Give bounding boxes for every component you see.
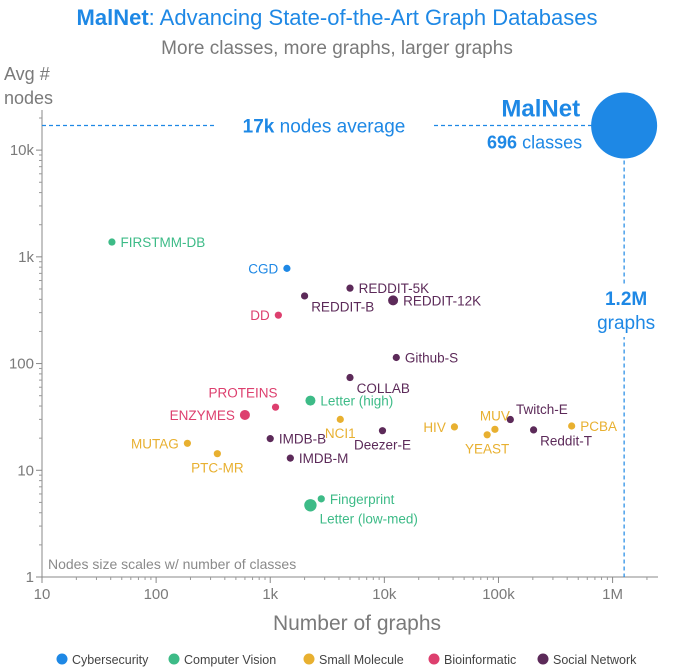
y-axis-label-line2: nodes [4, 88, 53, 108]
point-collab [346, 373, 354, 382]
point-label-muv: MUV [480, 409, 510, 424]
data-points: FIRSTMM-DB CGD REDDIT-5K REDDIT-B REDDIT-12K… [108, 235, 617, 526]
y-tick-label: 1k [18, 249, 34, 266]
legend: Cybersecurity Computer Vision Small Molecu… [56, 653, 637, 667]
legend-marker-social-network [537, 653, 549, 665]
y-tick-label: 10 [17, 462, 34, 479]
x-tick-label: 10 [34, 586, 51, 603]
legend-label-computer-vision: Computer Vision [184, 653, 276, 667]
y-tick-label: 100 [9, 356, 34, 373]
legend-label-cybersecurity: Cybersecurity [72, 653, 149, 667]
legend-label-small-molecule: Small Molecule [319, 653, 404, 667]
malnet-label: MalNet [501, 96, 580, 123]
nodes-annotation-bg [214, 113, 434, 138]
point-enzymes [239, 409, 250, 420]
point-label-fingerprint: Fingerprint [330, 492, 395, 507]
point-label-pcba: PCBA [580, 419, 617, 434]
nodes-average-annotation: 17k nodes average [243, 117, 406, 138]
point-label-letter-low-med: Letter (low-med) [320, 511, 418, 526]
point-label-cgd: CGD [248, 261, 278, 276]
x-tick-label: 1M [602, 586, 623, 603]
point-label-yeast: YEAST [465, 441, 509, 456]
point-label-reddit-5k: REDDIT-5K [359, 281, 430, 296]
x-tick-label: 100k [482, 586, 515, 603]
malnet-guides [42, 124, 625, 577]
legend-marker-small-molecule [303, 653, 315, 665]
point-malnet [591, 92, 658, 159]
size-note: Nodes size scales w/ number of classes [48, 556, 296, 572]
point-mutag [183, 439, 192, 447]
point-label-deezer-e: Deezer-E [354, 437, 411, 452]
y-tick-label: 10k [10, 142, 35, 159]
malnet-annotations: MalNet 696 classes 17k nodes average 1.2M gr… [214, 92, 663, 337]
point-dd [274, 311, 282, 319]
title-bold: MalNet [77, 5, 150, 30]
x-axis-label: Number of graphs [273, 612, 441, 635]
point-reddit-12k [388, 295, 399, 306]
malnet-classes-value: 696 [487, 133, 517, 153]
point-letter-high [305, 395, 316, 406]
point-imdb-b [266, 435, 274, 443]
chart-subtitle: More classes, more graphs, larger graphs [161, 38, 513, 59]
graphs-value: 1.2M [605, 289, 647, 310]
x-tick-label: 1k [262, 586, 278, 603]
legend-label-social-network: Social Network [553, 653, 637, 667]
y-tick-label: 1 [26, 569, 34, 586]
legend-label-bioinformatic: Bioinformatic [444, 653, 516, 667]
x-tick-label: 10k [372, 586, 397, 603]
nodes-average-value: 17k [243, 117, 275, 138]
point-label-mutag: MUTAG [131, 436, 179, 451]
point-twitch-e [506, 415, 514, 424]
point-letter-low-med [304, 499, 317, 512]
malnet-classes: 696 classes [487, 133, 582, 153]
point-label-firstmm-db: FIRSTMM-DB [121, 235, 206, 250]
point-label-ptc-mr: PTC-MR [191, 460, 244, 475]
point-nci1 [336, 415, 344, 423]
y-axis-label-line1: Avg # [4, 64, 50, 84]
point-label-proteins: PROTEINS [209, 386, 278, 401]
point-reddit-t [529, 426, 538, 434]
point-fingerprint [317, 495, 325, 503]
legend-marker-bioinformatic [428, 653, 440, 665]
title-rest: : Advancing State-of-the-Art Graph Datab… [149, 5, 598, 30]
point-reddit-b [300, 292, 309, 300]
point-ptc-mr [213, 450, 221, 458]
chart-title: MalNet: Advancing State-of-the-Art Graph… [77, 5, 598, 30]
point-firstmm-db [108, 238, 116, 246]
point-yeast [483, 431, 491, 439]
point-muv [491, 425, 499, 433]
point-label-hiv: HIV [423, 420, 446, 435]
point-label-collab: COLLAB [357, 381, 410, 396]
point-pcba [568, 422, 576, 430]
point-label-imdb-b: IMDB-B [279, 432, 326, 447]
point-label-reddit-t: Reddit-T [540, 433, 592, 448]
point-label-letter-high: Letter (high) [320, 394, 393, 409]
point-label-dd: DD [250, 308, 270, 323]
point-deezer-e [378, 427, 387, 435]
point-cgd [283, 264, 291, 272]
point-label-enzymes: ENZYMES [170, 408, 235, 423]
nodes-average-text: nodes average [274, 117, 405, 138]
point-label-github-s: Github-S [405, 350, 458, 365]
point-label-twitch-e: Twitch-E [516, 402, 568, 417]
point-proteins [271, 403, 280, 411]
graphs-annotation-bg [586, 285, 663, 337]
point-hiv [450, 423, 459, 431]
point-github-s [392, 353, 400, 362]
point-label-nci1: NCI1 [325, 426, 356, 441]
point-label-reddit-12k: REDDIT-12K [403, 293, 481, 308]
point-label-imdb-m: IMDB-M [299, 451, 349, 466]
legend-marker-computer-vision [168, 653, 180, 665]
point-reddit-5k [346, 284, 354, 292]
graphs-word: graphs [597, 313, 655, 334]
point-label-reddit-b: REDDIT-B [311, 300, 374, 315]
x-tick-label: 100 [144, 586, 169, 603]
point-imdb-m [286, 454, 294, 462]
malnet-classes-word: classes [517, 133, 582, 153]
legend-marker-cybersecurity [56, 653, 68, 665]
